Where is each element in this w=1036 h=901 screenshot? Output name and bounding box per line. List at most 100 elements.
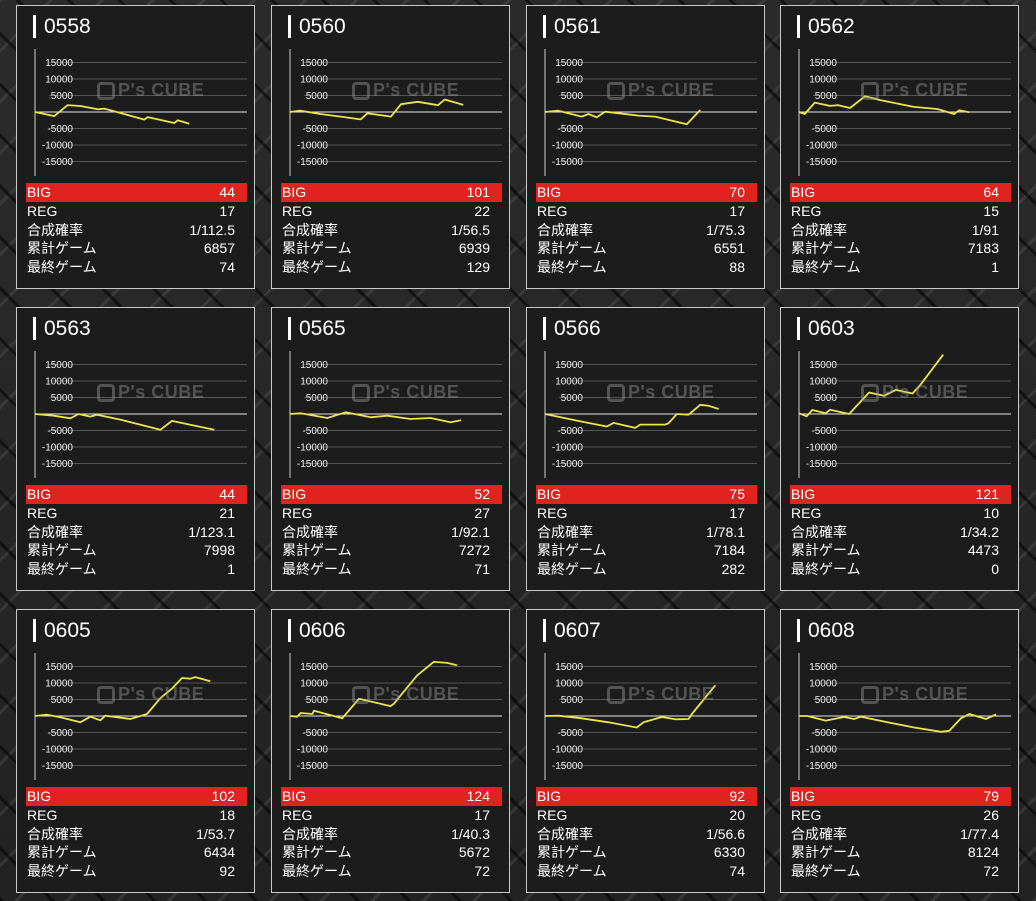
big-value: 121: [975, 486, 999, 502]
y-tick-label: -15000: [42, 761, 74, 772]
reg-row: REG 26: [790, 806, 1011, 825]
y-tick-label: -15000: [42, 157, 74, 168]
y-tick-label: 10000: [809, 679, 837, 690]
machine-card[interactable]: 0603 15000 10000 5000 -5000 -10000 -15000 P's…: [780, 307, 1019, 591]
prob-label: 合成確率: [27, 825, 83, 842]
y-tick-label: 15000: [809, 58, 837, 69]
machine-card[interactable]: 0563 15000 10000 5000 -5000 -10000 -15000 P's…: [16, 307, 255, 591]
reg-row: REG 20: [536, 806, 757, 825]
machine-card[interactable]: 0608 15000 10000 5000 -5000 -10000 -15000 P's…: [780, 609, 1019, 893]
big-value: 124: [466, 788, 490, 804]
total-games-value: 5672: [458, 844, 490, 861]
slump-chart: 15000 10000 5000 -5000 -10000 -15000: [34, 49, 247, 176]
slump-line: [34, 104, 190, 125]
machine-card[interactable]: 0607 15000 10000 5000 -5000 -10000 -15000 P's…: [526, 609, 765, 893]
machine-number: 0605: [44, 619, 91, 642]
y-tick-label: 10000: [555, 377, 583, 388]
title-accent-bar: [33, 15, 36, 38]
big-value: 79: [983, 788, 999, 804]
reg-value: 18: [219, 807, 235, 823]
slump-line: [544, 684, 716, 729]
watermark-text: P's CUBE: [373, 80, 460, 100]
big-row: BIG 92: [536, 787, 757, 806]
prob-value: 1/91: [971, 221, 999, 238]
big-value: 64: [983, 184, 999, 200]
last-game-label: 最終ゲーム: [791, 258, 861, 275]
machine-card[interactable]: 0562 15000 10000 5000 -5000 -10000 -15000 P's…: [780, 5, 1019, 289]
machine-card[interactable]: 0558 15000 10000 5000 -5000 -10000 -15000 P's…: [16, 5, 255, 289]
watermark-logo: P's CUBE: [861, 382, 968, 403]
last-game-value: 1: [991, 258, 999, 275]
big-row: BIG 44: [26, 183, 247, 202]
last-game-value: 72: [983, 862, 999, 879]
reg-row: REG 10: [790, 504, 1011, 523]
machine-card[interactable]: 0605 15000 10000 5000 -5000 -10000 -15000 P's…: [16, 609, 255, 893]
total-games-label: 累計ゲーム: [537, 844, 607, 861]
total-games-row: 累計ゲーム 8124: [790, 843, 1011, 862]
y-tick-label: 15000: [300, 58, 328, 69]
last-game-label: 最終ゲーム: [537, 258, 607, 275]
watermark-logo: P's CUBE: [607, 684, 714, 705]
reg-row: REG 27: [281, 504, 502, 523]
title-accent-bar: [797, 619, 800, 642]
machine-card[interactable]: 0566 15000 10000 5000 -5000 -10000 -15000 P's…: [526, 307, 765, 591]
last-game-row: 最終ゲーム 72: [281, 862, 502, 881]
watermark-logo: P's CUBE: [861, 80, 968, 101]
y-tick-label: 15000: [300, 662, 328, 673]
y-tick-label: -15000: [806, 459, 838, 470]
reg-label: REG: [282, 203, 313, 219]
total-games-label: 累計ゲーム: [27, 240, 97, 257]
y-tick-label: -10000: [297, 141, 329, 152]
total-games-label: 累計ゲーム: [282, 844, 352, 861]
total-games-row: 累計ゲーム 4473: [790, 541, 1011, 560]
title-accent-bar: [797, 15, 800, 38]
y-tick-label: -5000: [557, 728, 583, 739]
y-tick-label: 5000: [561, 393, 584, 404]
big-value: 70: [729, 184, 745, 200]
big-row: BIG 101: [281, 183, 502, 202]
last-game-value: 88: [729, 258, 745, 275]
watermark-logo: P's CUBE: [352, 382, 459, 403]
last-game-label: 最終ゲーム: [282, 258, 352, 275]
total-games-row: 累計ゲーム 6551: [536, 239, 757, 258]
cube-logo-icon: [97, 384, 115, 402]
machine-card[interactable]: 0560 15000 10000 5000 -5000 -10000 -15000 P's…: [271, 5, 510, 289]
y-tick-label: -15000: [297, 157, 329, 168]
cube-logo-icon: [861, 686, 879, 704]
slump-line: [798, 95, 970, 115]
y-tick-label: 5000: [306, 695, 329, 706]
reg-label: REG: [27, 203, 58, 219]
reg-label: REG: [537, 807, 568, 823]
big-value: 75: [729, 486, 745, 502]
y-tick-label: -15000: [42, 459, 74, 470]
cube-logo-icon: [97, 686, 115, 704]
prob-value: 1/34.2: [960, 523, 999, 540]
watermark-logo: P's CUBE: [97, 382, 204, 403]
last-game-label: 最終ゲーム: [282, 560, 352, 577]
slump-chart: 15000 10000 5000 -5000 -10000 -15000: [544, 351, 757, 478]
watermark-text: P's CUBE: [628, 382, 715, 402]
cube-logo-icon: [607, 82, 625, 100]
prob-row: 合成確率 1/77.4: [790, 825, 1011, 844]
y-tick-label: -10000: [297, 443, 329, 454]
prob-value: 1/78.1: [706, 523, 745, 540]
machine-number: 0562: [808, 15, 855, 38]
machine-card[interactable]: 0565 15000 10000 5000 -5000 -10000 -15000 P's…: [271, 307, 510, 591]
big-row: BIG 124: [281, 787, 502, 806]
last-game-label: 最終ゲーム: [537, 560, 607, 577]
watermark-logo: P's CUBE: [352, 684, 459, 705]
y-tick-label: 15000: [809, 360, 837, 371]
reg-value: 17: [729, 505, 745, 521]
last-game-value: 72: [474, 862, 490, 879]
total-games-label: 累計ゲーム: [791, 844, 861, 861]
machine-card[interactable]: 0561 15000 10000 5000 -5000 -10000 -15000 P's…: [526, 5, 765, 289]
machine-card[interactable]: 0606 15000 10000 5000 -5000 -10000 -15000 P's…: [271, 609, 510, 893]
last-game-value: 74: [219, 258, 235, 275]
reg-value: 21: [219, 505, 235, 521]
reg-row: REG 22: [281, 202, 502, 221]
reg-row: REG 17: [536, 504, 757, 523]
stats-table: BIG 79 REG 26 合成確率 1/77.4 累計ゲーム 8124 最終ゲーム 72: [790, 787, 1011, 880]
y-tick-label: -5000: [302, 124, 328, 135]
title-accent-bar: [33, 619, 36, 642]
last-game-row: 最終ゲーム 71: [281, 560, 502, 579]
